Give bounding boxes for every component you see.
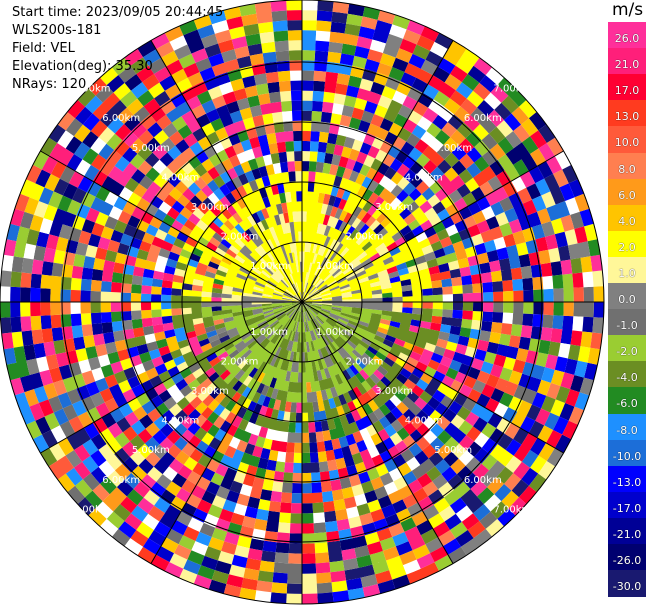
velocity-bin-group (33, 10, 604, 605)
azimuth-spoke (301, 150, 564, 303)
range-ring-label: 4.00km (161, 416, 199, 427)
range-ring-label: 6.00km (464, 113, 502, 124)
colorbar-segment (608, 413, 646, 441)
colorbar-label: -1.0 (616, 319, 638, 333)
colorbar-segment (608, 570, 646, 597)
range-ring-label: 2.00km (346, 232, 384, 243)
colorbar-label: 17.0 (614, 84, 640, 98)
colorbar-segment (608, 491, 646, 519)
colorbar-label: -21.0 (612, 527, 642, 541)
velocity-bins (0, 0, 605, 605)
range-ring-label: 2.00km (221, 232, 259, 243)
colorbar-label: -6.0 (616, 397, 638, 411)
colorbar-label: -17.0 (612, 501, 642, 515)
nrays-text: NRays: 120 (12, 77, 87, 92)
range-ring-label: 1.00km (316, 327, 354, 338)
colorbar-unit: m/s (612, 0, 644, 20)
range-ring-label: 4.00km (161, 172, 199, 183)
colorbar-segment (608, 439, 646, 467)
azimuth-spoke (40, 301, 303, 454)
range-ring-label: 5.00km (132, 143, 170, 154)
velocity-bin-group (0, 6, 601, 580)
range-ring-label: 7.00km (493, 84, 531, 95)
colorbar-segment (608, 309, 646, 336)
colorbar-label: 13.0 (614, 110, 640, 124)
colorbar-label: 10.0 (614, 136, 640, 150)
range-ring-label: 3.00km (375, 202, 413, 213)
azimuth-spoke (150, 40, 303, 303)
colorbar-segment (608, 517, 646, 545)
velocity-bin-group (0, 0, 578, 594)
range-ring-label: 4.00km (405, 172, 443, 183)
colorbar-label: -26.0 (612, 554, 642, 567)
azimuth-spoke (301, 301, 564, 454)
range-ring-label: 6.00km (464, 475, 502, 486)
colorbar-segment (608, 387, 646, 414)
velocity-bin-group (10, 23, 583, 585)
range-ring-label: 5.00km (434, 143, 472, 154)
azimuth-spoke (301, 301, 454, 564)
colorbar-segment (608, 256, 646, 284)
range-ring-label: 7.00km (73, 504, 111, 515)
range-ring-label: 2.00km (346, 357, 384, 368)
azimuth-spoke (150, 301, 303, 564)
start-time-text: Start time: 2023/09/05 20:44:45 (12, 5, 224, 20)
range-ring-labels: 1.00km 2.00km 3.00km 4.00km 5.00km 6.00km 7.00… (73, 84, 532, 516)
range-ring-label: 3.00km (191, 386, 229, 397)
radar-ppi-display: 1.00km 2.00km 3.00km 4.00km 5.00km 6.00km 7.00… (0, 0, 605, 605)
range-ring-label: 2.00km (221, 357, 259, 368)
colorbar-label: -8.0 (616, 423, 638, 437)
colorbar-segment (608, 283, 646, 310)
colorbar-segment (608, 74, 646, 101)
velocity-bin-group (3, 0, 603, 598)
colorbar-label: 4.0 (618, 214, 636, 228)
range-ring-label: 3.00km (191, 202, 229, 213)
azimuth-spoke (301, 40, 454, 303)
range-ring-label: 1.00km (316, 261, 354, 272)
colorbar-label: 26.0 (614, 32, 640, 45)
field-text: Field: VEL (12, 41, 75, 56)
colorbar-segment (608, 100, 646, 127)
range-ring-label: 1.00km (250, 327, 288, 338)
elevation-text: Elevation(deg): 35.30 (12, 59, 153, 74)
colorbar-label: -2.0 (616, 345, 638, 359)
velocity-bin-group (30, 26, 594, 603)
velocity-bin-group (40, 35, 526, 591)
colorbar-label: 1.0 (618, 266, 636, 280)
range-ring-label: 1.00km (250, 261, 288, 272)
colorbar-label: 0.0 (618, 293, 636, 306)
colorbar-segment (608, 230, 646, 258)
range-ring-label: 7.00km (493, 504, 531, 515)
colorbar-segment (608, 361, 646, 388)
colorbar-label: 21.0 (614, 58, 640, 72)
range-ring-label: 4.00km (405, 416, 443, 427)
range-rings (0, 0, 605, 605)
colorbar-segment (608, 178, 646, 206)
colorbar-label: -10.0 (612, 449, 642, 463)
range-ring-label: 5.00km (434, 445, 472, 456)
range-ring-label: 3.00km (375, 386, 413, 397)
colorbar-segment (608, 544, 646, 571)
range-ring-label: 6.00km (102, 113, 140, 124)
azimuth-spoke (40, 150, 303, 303)
station-text: WLS200s-181 (12, 23, 102, 38)
colorbar-label: -4.0 (616, 371, 638, 385)
colorbar-label: 2.0 (618, 240, 636, 254)
colorbar-segment (608, 204, 646, 232)
colorbar-segment (608, 126, 646, 153)
colorbar-segment (608, 335, 646, 362)
colorbar-label: 8.0 (618, 162, 636, 176)
colorbar-segment (608, 22, 646, 49)
colorbar-segment (608, 465, 646, 493)
range-ring-label: 6.00km (102, 475, 140, 486)
colorbar-segment (608, 152, 646, 180)
range-ring-label: 7.00km (73, 84, 111, 95)
colorbar-label: -30.0 (612, 580, 642, 594)
colorbar-segment (608, 48, 646, 75)
range-ring-label: 5.00km (132, 445, 170, 456)
colorbar-label: -13.0 (612, 475, 642, 489)
colorbar-label: 6.0 (618, 188, 636, 202)
